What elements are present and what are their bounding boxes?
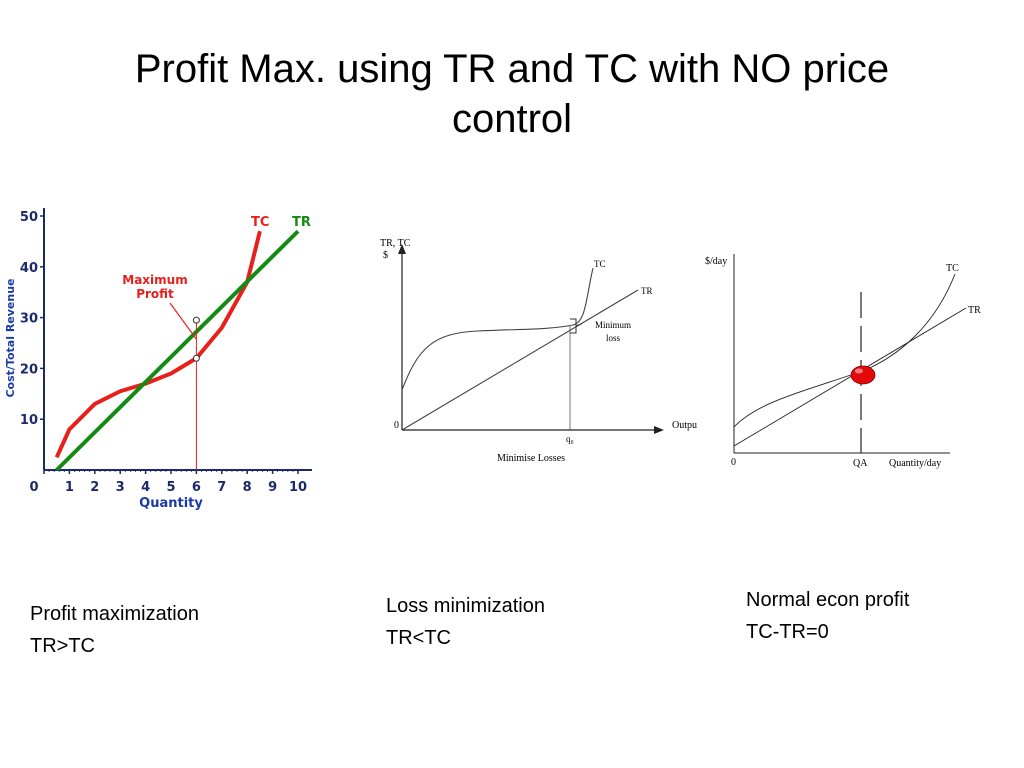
title-line-2: control: [451, 97, 573, 141]
caption3-line1: Normal econ profit: [746, 589, 910, 611]
chart3-marker-highlight: [855, 368, 863, 374]
chart2-origin-label: 0: [394, 420, 399, 431]
profit-max-chart: 0 1 2 3 4 5 6 7 8 9 10 10 20 30 40 50 TC TR Maximum Pro…: [4, 208, 312, 511]
caption-profit-maximization: Profit maximization TR>TC: [30, 598, 199, 662]
chart1-x-tick-label: 2: [90, 480, 99, 495]
caption1-line2: TR>TC: [30, 635, 95, 657]
chart1-point: [192, 316, 200, 324]
slide-title: Profit Max. using TR and TC with NO pric…: [100, 44, 924, 144]
chart1-x-tick-label: 1: [65, 480, 74, 495]
chart1-y-tick-label: 50: [20, 210, 38, 225]
chart1-x-tick-label: 6: [192, 480, 201, 495]
caption-normal-profit: Normal econ profit TC-TR=0: [746, 584, 909, 648]
chart1-x-tick-label: 10: [289, 480, 307, 495]
chart1-y-tick-label: 30: [20, 312, 38, 327]
chart1-x-label: Quantity: [139, 496, 203, 511]
chart1-series-tr: [55, 229, 300, 472]
chart2-y-label-2: $: [383, 250, 388, 261]
loss-min-chart: TR, TC $ 0 Outpu TC TR Minimum loss q₀ M…: [380, 238, 697, 464]
chart3-equilibrium-point: [850, 365, 876, 385]
chart3-origin-label: 0: [731, 457, 736, 468]
chart3-q-label: QA: [853, 458, 868, 469]
chart2-tr-line: [401, 289, 639, 431]
chart1-y-label: Cost/Total Revenue: [4, 278, 17, 397]
chart1-y-tick-label: 20: [20, 362, 38, 377]
chart3-x-label: Quantity/day: [889, 458, 941, 469]
normal-profit-chart: $/day TC TR 0 QA Quantity/day: [705, 254, 981, 469]
chart3-tr-label: TR: [968, 305, 981, 316]
chart1-x-tick-label: 8: [243, 480, 252, 495]
chart1-legend-tr: TR: [292, 215, 311, 230]
chart3-tc-label: TC: [946, 263, 959, 274]
chart2-tc-curve: [401, 267, 594, 391]
chart1-ticks: 0 1 2 3 4 5 6 7 8 9 10 10 20 30 40 50: [20, 210, 307, 495]
chart2-y-axis-arrow: [398, 244, 406, 254]
chart2-loss-bracket: [570, 318, 582, 334]
chart1-legend-tc: TC: [251, 215, 269, 230]
chart3-tc-curve: [733, 273, 956, 428]
chart1-x-tick-label: 9: [268, 480, 277, 495]
chart2-tr-label: TR: [641, 286, 653, 296]
chart1-series-tc: [54, 230, 262, 459]
chart1-y-tick-label: 40: [20, 261, 38, 276]
chart2-x-axis-arrow: [654, 426, 664, 434]
chart2-title: Minimise Losses: [497, 453, 565, 464]
caption2-line1: Loss minimization: [386, 595, 545, 617]
chart1-point: [192, 354, 200, 362]
chart1-x-tick-label: 3: [116, 480, 125, 495]
caption2-line2: TR<TC: [386, 627, 451, 649]
chart2-x-label: Outpu: [672, 420, 697, 431]
caption3-line2: TC-TR=0: [746, 621, 829, 643]
title-line-1: Profit Max. using TR and TC with NO pric…: [134, 47, 890, 91]
chart1-annotation-line2: Profit: [136, 287, 174, 301]
chart3-y-label: $/day: [705, 256, 727, 267]
chart1-annotation-pointer: [169, 302, 197, 340]
chart1-annotation-line1: Maximum: [122, 273, 187, 287]
chart2-tc-label: TC: [594, 259, 606, 269]
chart1-x-tick-label: 0: [29, 480, 38, 495]
caption1-line1: Profit maximization: [30, 603, 199, 625]
chart2-annotation-line1: Minimum: [595, 320, 631, 330]
chart2-q-label: q₀: [566, 434, 574, 444]
chart1-x-tick-label: 5: [166, 480, 175, 495]
chart1-lines: [54, 229, 300, 472]
chart1-y-tick-label: 10: [20, 413, 38, 428]
chart1-axes: [43, 208, 312, 471]
chart1-x-tick-label: 4: [141, 480, 150, 495]
caption-loss-minimization: Loss minimization TR<TC: [386, 590, 545, 654]
chart1-x-tick-label: 7: [217, 480, 226, 495]
chart3-marker-dot: [850, 365, 876, 385]
chart3-tr-line: [733, 307, 967, 447]
chart2-annotation-line2: loss: [606, 333, 621, 343]
chart1-points: [192, 316, 200, 362]
chart2-y-label-1: TR, TC: [380, 238, 411, 249]
